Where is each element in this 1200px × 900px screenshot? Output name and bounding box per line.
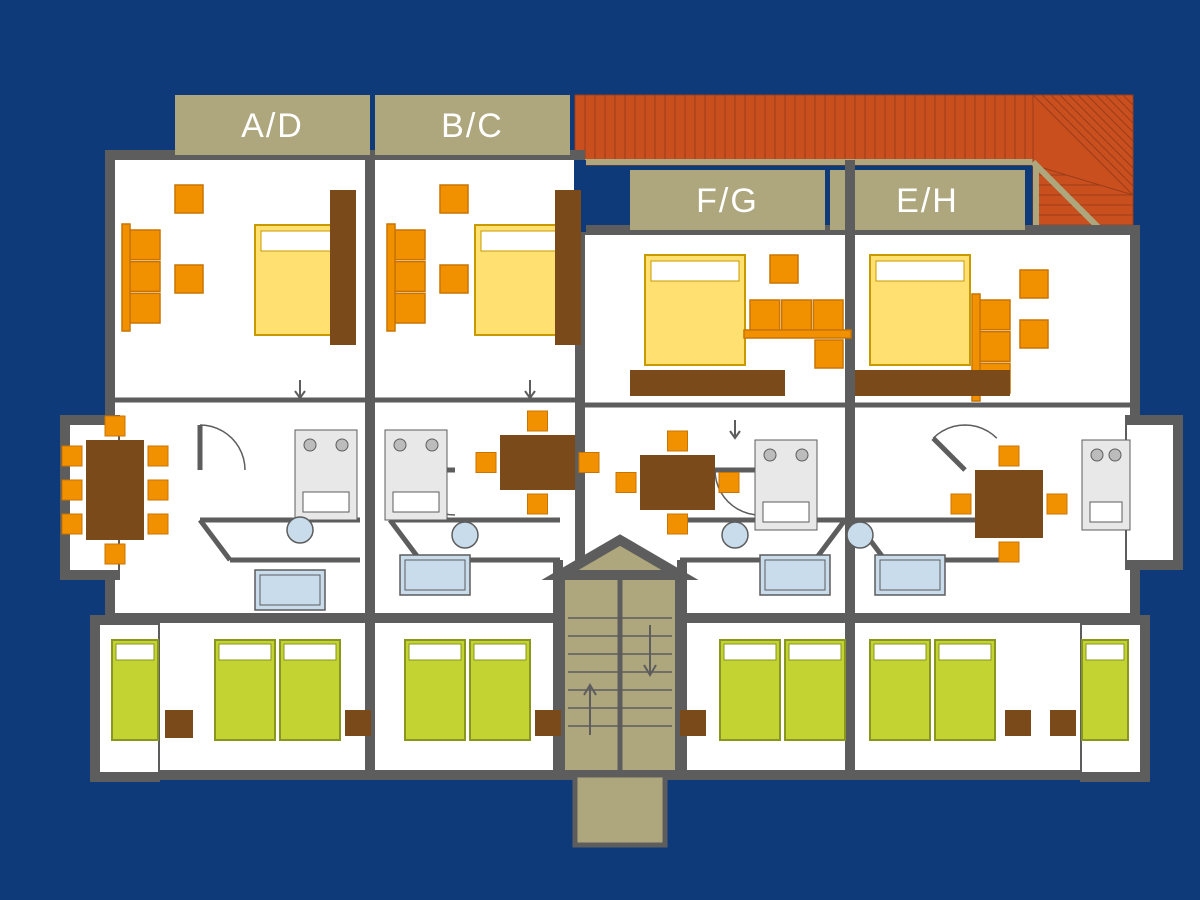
wardrobe [855,370,1010,396]
armchair [815,340,843,368]
wardrobe [555,190,581,345]
wardrobe [330,190,356,345]
nightstand [680,710,706,736]
nightstand [165,710,193,738]
armchair [770,255,798,283]
bathtub [875,555,945,595]
bathtub [760,555,830,595]
armchair [1020,270,1048,298]
unit-label-text-bc: B/C [441,107,504,145]
bathtub [255,570,325,610]
entrance-porch [575,775,665,845]
armchair [440,185,468,213]
armchair [175,185,203,213]
unit-label-text-eh: E/H [896,182,959,220]
nightstand [345,710,371,736]
bathtub [400,555,470,595]
armchair [1020,320,1048,348]
floor-plan: A/D B/C F/G E/H [0,0,1200,900]
nightstand [535,710,561,736]
nightstand [1050,710,1076,736]
unit-label-text-fg: F/G [696,182,759,220]
armchair [175,265,203,293]
unit-label-text-ad: A/D [241,107,304,145]
nightstand [1005,710,1031,736]
wardrobe [630,370,785,396]
armchair [440,265,468,293]
